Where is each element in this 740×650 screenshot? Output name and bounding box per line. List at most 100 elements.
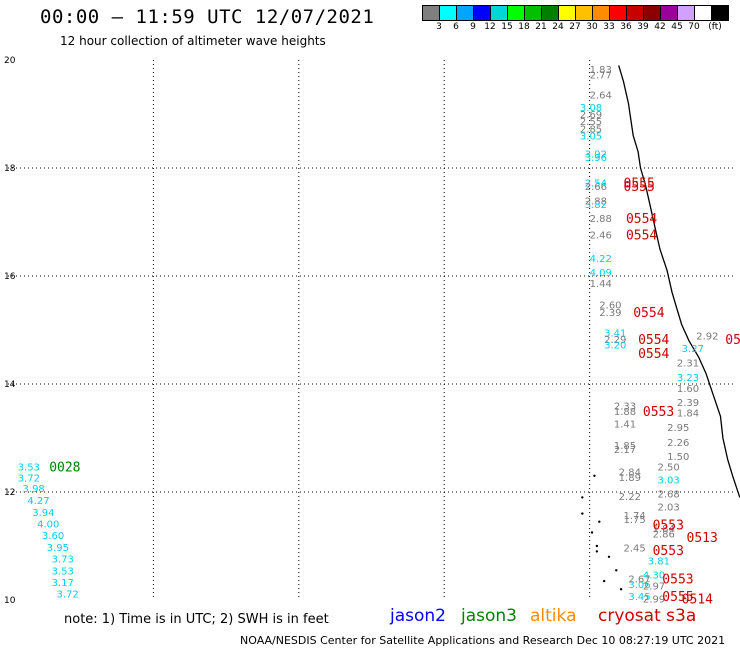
wave-height-label: 2.26 [667, 438, 689, 449]
island-mark [595, 544, 599, 548]
wave-height-label: 2.66 [585, 182, 607, 193]
pass-time-label: 05 [725, 333, 740, 348]
wave-height-label: 3.72 [18, 473, 40, 484]
lat-tick-label: 16 [4, 272, 16, 282]
wave-height-label: 1.50 [667, 452, 689, 463]
colorbar-label: (ft) [708, 22, 722, 32]
colorbar-label: 15 [501, 22, 513, 32]
wave-height-label: 3.03 [657, 476, 679, 487]
lat-tick-label: 10 [4, 596, 16, 605]
wave-height-label: 3.27 [682, 344, 704, 355]
wave-height-colorbar [422, 5, 729, 21]
wave-height-label: 2.55 [580, 117, 602, 128]
wave-height-label: 2.95 [667, 423, 689, 434]
wave-height-label: 4.30 [643, 571, 665, 582]
wave-height-label: 2.84 [619, 467, 641, 478]
wave-height-label: 3.08 [580, 103, 602, 114]
colorbar-label: 27 [569, 22, 581, 32]
pass-time-label: 0554 [626, 212, 657, 227]
wave-height-label: 2.31 [677, 358, 699, 369]
coastline [581, 65, 740, 591]
wave-height-label: 3.82 [585, 200, 607, 211]
wave-height-label: 2.88 [585, 196, 607, 207]
wave-height-label: 3.72 [56, 590, 78, 601]
island-mark [598, 520, 601, 523]
colorbar-label: 12 [484, 22, 496, 32]
colorbar-swatch [712, 6, 728, 20]
pass-time-label: 0553 [662, 572, 693, 587]
wave-height-label: 2.33 [614, 402, 636, 413]
wave-height-label: 1.75 [624, 515, 646, 526]
wave-height-label: 3.96 [585, 153, 607, 164]
colorbar-label: 36 [620, 22, 632, 32]
wave-height-label: 2.39 [599, 308, 621, 319]
wave-height-label: 2.64 [590, 91, 612, 102]
pass-time-label: 0553 [653, 518, 684, 533]
wave-height-label: 3.17 [52, 578, 74, 589]
altimeter-map: 606366697275201816141210 1.832.772.643.0… [4, 56, 740, 605]
time-labels: 0028055505550554055405540554055405055305… [49, 177, 740, 605]
wave-height-label: 3.92 [585, 149, 607, 160]
wave-height-label: 3.95 [47, 543, 69, 554]
wave-height-label: 2.46 [590, 230, 612, 241]
axis-ticks: 606366697275201816141210 [4, 56, 16, 605]
island-mark [602, 579, 606, 583]
legend-cryosat: cryosat s3a [598, 606, 697, 626]
wave-height-label: 2.88 [590, 214, 612, 225]
colorbar-label: 6 [453, 22, 459, 32]
lat-tick-label: 14 [4, 380, 16, 390]
island-mark [581, 512, 584, 515]
wave-height-label: 3.73 [52, 554, 74, 565]
wave-height-label: 2.45 [624, 544, 646, 555]
wave-height-label: 1.89 [619, 473, 641, 484]
wave-height-label: 2.86 [653, 530, 675, 541]
wave-height-label: 1.44 [590, 279, 612, 290]
wave-height-label: 4.00 [37, 519, 59, 530]
colorbar-swatch [542, 6, 559, 20]
wave-height-label: 1.83 [590, 65, 612, 76]
wave-height-label: 4.09 [590, 268, 612, 279]
colorbar-swatch [457, 6, 474, 20]
wave-height-label: 2.85 [580, 125, 602, 136]
wave-height-label: 2.77 [590, 71, 612, 82]
wave-height-label: 2.29 [604, 335, 626, 346]
legend-altika: altika [530, 606, 577, 626]
colorbar-label: 33 [603, 22, 615, 32]
pass-time-label: 0554 [638, 347, 669, 362]
observation-labels: 1.832.77 2.643.082.692.552.853.05 3.923.96… [18, 65, 719, 605]
island-mark [593, 474, 596, 477]
island-mark [615, 569, 618, 572]
legend-jason2: jason2 [390, 606, 446, 626]
wave-height-label: 2.69 [580, 110, 602, 121]
colorbar-swatch [423, 6, 440, 20]
colorbar-swatch [695, 6, 712, 20]
wave-height-label: 2.22 [619, 492, 641, 503]
wave-height-label: 3.20 [604, 341, 626, 352]
colorbar-swatch [610, 6, 627, 20]
colorbar-swatch [576, 6, 593, 20]
colorbar-label: 42 [654, 22, 666, 32]
wave-height-label: 1.85 [614, 441, 636, 452]
wave-height-label: 1.60 [677, 384, 699, 395]
wave-height-label: 4.22 [590, 254, 612, 265]
wave-height-label: 3.06 [628, 580, 650, 591]
colorbar-swatch [525, 6, 542, 20]
legend-jason3: jason3 [461, 606, 517, 626]
island-mark [619, 588, 623, 591]
footer-credit: NOAA/NESDIS Center for Satellite Applica… [240, 634, 726, 647]
wave-height-label: 4.27 [27, 496, 49, 507]
wave-height-label: 3.45 [628, 592, 650, 603]
wave-height-label: 3.60 [42, 531, 64, 542]
wave-height-label: 3.53 [52, 566, 74, 577]
colorbar-swatch [644, 6, 661, 20]
wave-height-label: 2.97 [643, 581, 665, 592]
wave-height-label: 3.41 [604, 329, 626, 340]
pass-time-label: 0513 [687, 531, 718, 546]
india-coastline [618, 65, 740, 498]
pass-time-label: 0554 [626, 228, 657, 243]
lat-tick-label: 20 [4, 56, 16, 66]
colorbar-label: 21 [535, 22, 547, 32]
wave-height-label: 1.84 [677, 409, 699, 420]
colorbar-label: 45 [671, 22, 683, 32]
wave-height-label: 3.53 [18, 463, 40, 474]
